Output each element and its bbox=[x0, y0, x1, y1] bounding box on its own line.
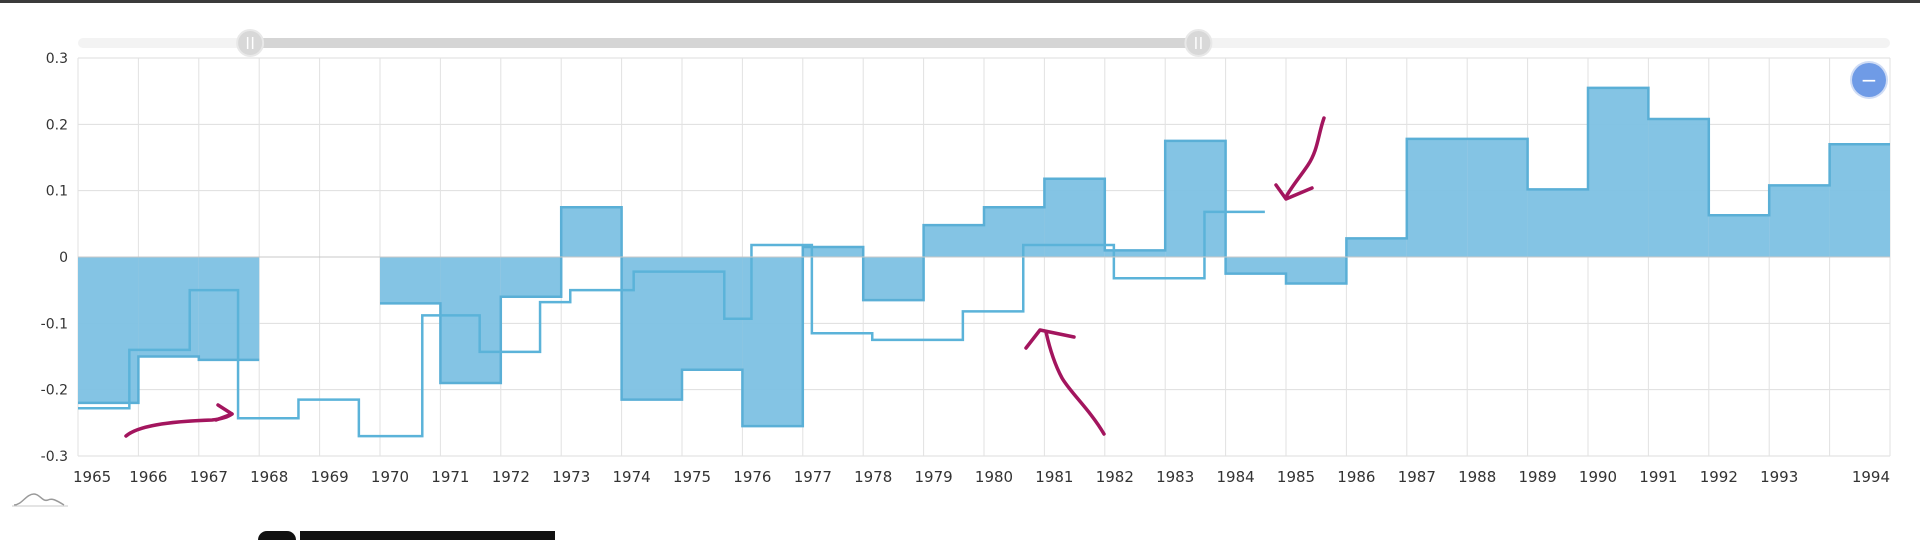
x-tick-label: 1990 bbox=[1579, 468, 1617, 486]
zoom-out-button[interactable]: − bbox=[1852, 63, 1886, 97]
area-step-bar bbox=[1104, 250, 1166, 257]
area-step-bar bbox=[1527, 189, 1588, 257]
x-tick-label: 1978 bbox=[854, 468, 892, 486]
mini-chart-icon[interactable] bbox=[12, 490, 68, 508]
x-tick-label: 1983 bbox=[1156, 468, 1194, 486]
line-series-path bbox=[78, 210, 1265, 438]
x-tick-label: 1993 bbox=[1760, 468, 1798, 486]
y-axis-ticks: 0.3 0.2 0.1 0 -0.1 -0.2 -0.3 bbox=[41, 51, 68, 465]
range-navigator[interactable] bbox=[78, 29, 1890, 57]
taskbar-fragment bbox=[258, 531, 296, 540]
x-tick-label: 1974 bbox=[613, 468, 651, 486]
area-step-bar bbox=[682, 257, 743, 370]
y-tick-label: -0.2 bbox=[41, 383, 68, 399]
x-tick-label: 1976 bbox=[733, 468, 771, 486]
x-tick-label: 1969 bbox=[311, 468, 349, 486]
x-tick-label: 1965 bbox=[73, 468, 111, 486]
x-tick-label: 1981 bbox=[1035, 468, 1073, 486]
area-step-bar bbox=[1346, 238, 1407, 257]
window-top-border bbox=[0, 0, 1920, 3]
area-step-bar bbox=[802, 247, 864, 257]
area-step-bar bbox=[1165, 140, 1226, 257]
area-step-bar bbox=[1648, 119, 1709, 257]
x-tick-label: 1994 bbox=[1852, 468, 1890, 486]
y-tick-label: 0.2 bbox=[46, 117, 68, 133]
annotation-arrow bbox=[1044, 330, 1106, 436]
annotation-arrow bbox=[1284, 116, 1326, 199]
x-tick-label: 1977 bbox=[794, 468, 832, 486]
x-tick-label: 1991 bbox=[1639, 468, 1677, 486]
x-tick-label: 1989 bbox=[1519, 468, 1557, 486]
area-step-bar bbox=[1286, 257, 1347, 284]
annotation-arrowhead bbox=[214, 403, 234, 422]
area-step-bar bbox=[198, 257, 260, 360]
area-step-bar bbox=[923, 225, 984, 257]
x-tick-label: 1972 bbox=[492, 468, 530, 486]
area-step-bar bbox=[1708, 215, 1770, 257]
x-tick-label: 1975 bbox=[673, 468, 711, 486]
area-step-bar bbox=[1406, 138, 1468, 257]
area-step-bar bbox=[863, 257, 924, 301]
x-tick-label: 1992 bbox=[1700, 468, 1738, 486]
line-series bbox=[78, 210, 1265, 438]
x-tick-label: 1984 bbox=[1217, 468, 1255, 486]
area-step-bar bbox=[500, 257, 562, 297]
area-step-bar bbox=[1769, 185, 1830, 257]
y-tick-label: 0.1 bbox=[46, 184, 68, 200]
navigator-handle-left[interactable] bbox=[236, 29, 265, 57]
area-step-bar bbox=[561, 207, 622, 257]
x-tick-label: 1985 bbox=[1277, 468, 1315, 486]
taskbar-fragment-2 bbox=[300, 531, 555, 540]
annotation-arrowhead bbox=[1274, 183, 1314, 201]
navigator-handle-right[interactable] bbox=[1184, 29, 1213, 57]
x-tick-label: 1988 bbox=[1458, 468, 1496, 486]
x-tick-label: 1986 bbox=[1337, 468, 1375, 486]
area-step-bar bbox=[1829, 144, 1890, 257]
navigator-selection bbox=[250, 38, 1199, 48]
x-tick-label: 1966 bbox=[129, 468, 167, 486]
y-tick-label: -0.1 bbox=[41, 316, 68, 332]
annotation-arrowhead bbox=[1024, 328, 1076, 350]
area-step-bar bbox=[1225, 257, 1286, 274]
x-tick-label: 1982 bbox=[1096, 468, 1134, 486]
area-step-bar bbox=[380, 257, 441, 304]
x-tick-label: 1979 bbox=[915, 468, 953, 486]
x-tick-label: 1967 bbox=[190, 468, 228, 486]
area-step-bar bbox=[621, 257, 682, 400]
area-step-bar bbox=[984, 207, 1045, 257]
hand-drawn-annotations bbox=[124, 116, 1326, 438]
x-tick-label: 1987 bbox=[1398, 468, 1436, 486]
x-tick-label: 1980 bbox=[975, 468, 1013, 486]
x-axis-ticks: 1965 1966 1967 1968 1969 1970 1971 1972 1973 1974… bbox=[73, 468, 1890, 486]
y-tick-label: -0.3 bbox=[41, 449, 68, 465]
y-tick-label: 0 bbox=[59, 250, 68, 266]
y-tick-label: 0.3 bbox=[46, 51, 68, 67]
area-step-bar bbox=[1588, 87, 1649, 257]
area-step-bar bbox=[1467, 138, 1528, 257]
x-tick-label: 1968 bbox=[250, 468, 288, 486]
area-series-outline bbox=[380, 86, 1890, 428]
x-tick-label: 1971 bbox=[431, 468, 469, 486]
area-step-bar bbox=[440, 257, 501, 384]
x-tick-label: 1973 bbox=[552, 468, 590, 486]
x-tick-label: 1970 bbox=[371, 468, 409, 486]
annotation-arrow bbox=[124, 412, 234, 438]
